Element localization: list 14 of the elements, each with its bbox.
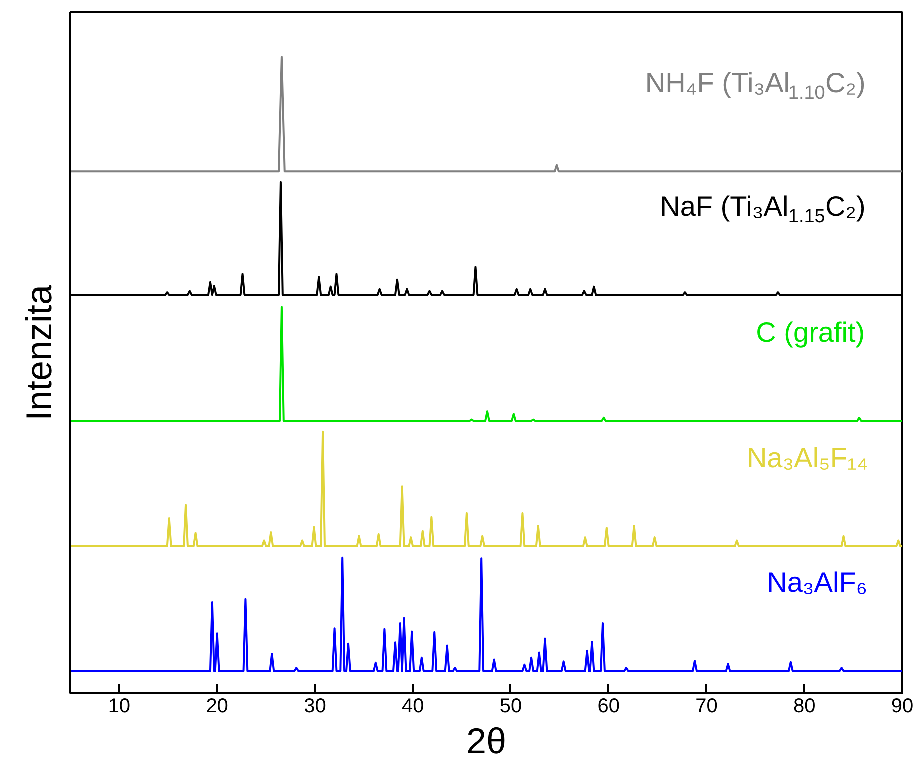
x-tick-label: 30 [304,696,326,718]
x-tick-label: 60 [598,696,620,718]
x-tick-label: 90 [891,696,914,718]
x-tick-label: 50 [500,696,522,718]
x-tick-label: 10 [108,696,131,718]
text: C (grafit) [756,317,866,348]
text: Na₃AlF₆ [767,567,868,598]
x-tick-label: 40 [402,696,424,718]
x-tick-label: 80 [793,696,816,718]
y-axis-title: Intenzita [18,284,60,422]
x-axis-title: 2θ [466,720,507,762]
x-tick-label: 20 [206,696,228,718]
text: Na₃Al₅F₁₄ [746,442,868,474]
x-tick-label: 70 [696,696,718,718]
